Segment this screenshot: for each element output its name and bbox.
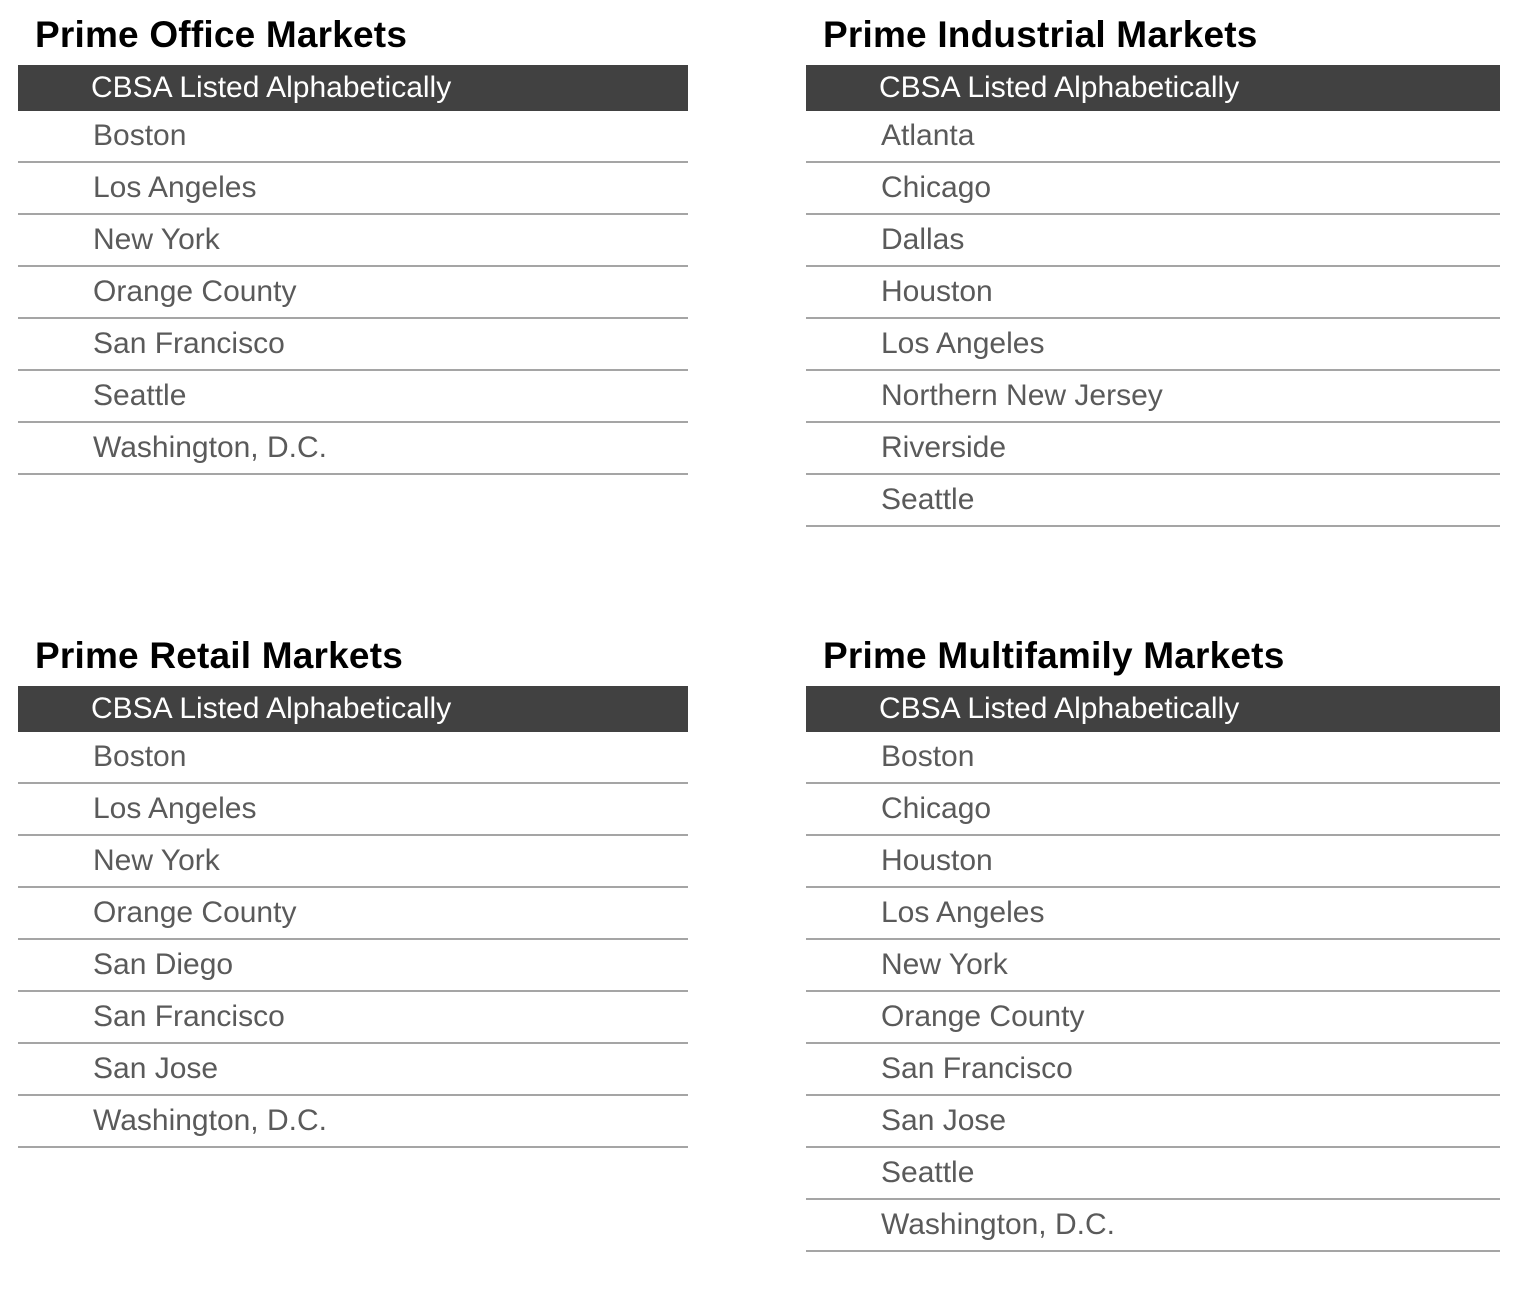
table-rows: Boston Chicago Houston Los Angeles New York O… xyxy=(806,732,1500,1252)
table-row: Northern New Jersey xyxy=(806,371,1500,423)
table-row: Seattle xyxy=(806,475,1500,527)
table-row: Orange County xyxy=(18,888,688,940)
table-header: CBSA Listed Alphabetically xyxy=(806,65,1500,111)
table-row: San Francisco xyxy=(806,1044,1500,1096)
table-rows: Boston Los Angeles New York Orange County Sa… xyxy=(18,111,688,475)
table-row: Chicago xyxy=(806,784,1500,836)
table-row: Los Angeles xyxy=(806,319,1500,371)
table-row: Washington, D.C. xyxy=(18,423,688,475)
table-row: Orange County xyxy=(18,267,688,319)
table-row: Orange County xyxy=(806,992,1500,1044)
table-row: Los Angeles xyxy=(18,163,688,215)
table-row: Seattle xyxy=(806,1148,1500,1200)
table-row: San Francisco xyxy=(18,992,688,1044)
table-row: San Diego xyxy=(18,940,688,992)
prime-office-markets-table: Prime Office Markets CBSA Listed Alphabe… xyxy=(18,8,688,475)
prime-multifamily-markets-table: Prime Multifamily Markets CBSA Listed Al… xyxy=(806,629,1500,1252)
table-row: New York xyxy=(18,215,688,267)
table-row: Washington, D.C. xyxy=(18,1096,688,1148)
table-row: Atlanta xyxy=(806,111,1500,163)
table-row: Seattle xyxy=(18,371,688,423)
table-row: San Jose xyxy=(806,1096,1500,1148)
table-row: San Jose xyxy=(18,1044,688,1096)
table-title: Prime Retail Markets xyxy=(35,635,404,676)
table-header-label: CBSA Listed Alphabetically xyxy=(879,71,1240,104)
table-row: Boston xyxy=(18,111,688,163)
table-row: Boston xyxy=(18,732,688,784)
table-rows: Atlanta Chicago Dallas Houston Los Angeles No… xyxy=(806,111,1500,527)
table-header-label: CBSA Listed Alphabetically xyxy=(91,692,452,725)
table-row: Boston xyxy=(806,732,1500,784)
table-row: Houston xyxy=(806,267,1500,319)
table-title: Prime Multifamily Markets xyxy=(823,635,1285,676)
table-title: Prime Industrial Markets xyxy=(823,14,1258,55)
table-row: Los Angeles xyxy=(806,888,1500,940)
table-header: CBSA Listed Alphabetically xyxy=(806,686,1500,732)
table-row: Houston xyxy=(806,836,1500,888)
table-row: New York xyxy=(806,940,1500,992)
table-row: Washington, D.C. xyxy=(806,1200,1500,1252)
table-row: Los Angeles xyxy=(18,784,688,836)
table-row: San Francisco xyxy=(18,319,688,371)
table-row: Chicago xyxy=(806,163,1500,215)
table-row: New York xyxy=(18,836,688,888)
table-header-label: CBSA Listed Alphabetically xyxy=(91,71,452,104)
table-rows: Boston Los Angeles New York Orange County Sa… xyxy=(18,732,688,1148)
table-header: CBSA Listed Alphabetically xyxy=(18,65,688,111)
table-title: Prime Office Markets xyxy=(35,14,408,55)
prime-industrial-markets-table: Prime Industrial Markets CBSA Listed Alp… xyxy=(806,8,1500,527)
table-header: CBSA Listed Alphabetically xyxy=(18,686,688,732)
table-row: Riverside xyxy=(806,423,1500,475)
table-header-label: CBSA Listed Alphabetically xyxy=(879,692,1240,725)
prime-retail-markets-table: Prime Retail Markets CBSA Listed Alphabe… xyxy=(18,629,688,1148)
table-row: Dallas xyxy=(806,215,1500,267)
